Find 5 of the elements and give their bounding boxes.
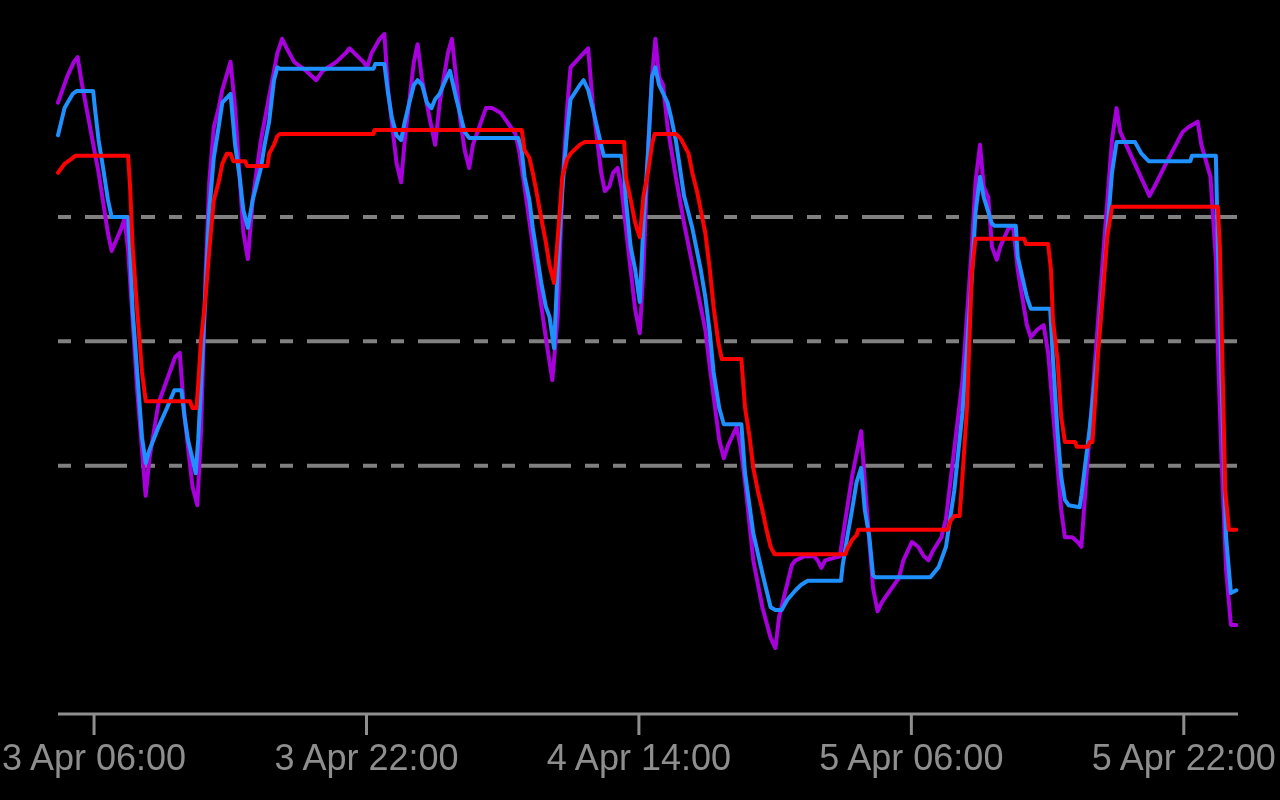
x-tick-label: 5 Apr 22:00	[1091, 737, 1276, 778]
x-tick-label: 4 Apr 14:00	[546, 737, 731, 778]
x-tick-label: 3 Apr 06:00	[1, 737, 187, 778]
x-tick-label: 3 Apr 22:00	[274, 737, 459, 778]
x-tick-label: 5 Apr 06:00	[819, 737, 1004, 778]
